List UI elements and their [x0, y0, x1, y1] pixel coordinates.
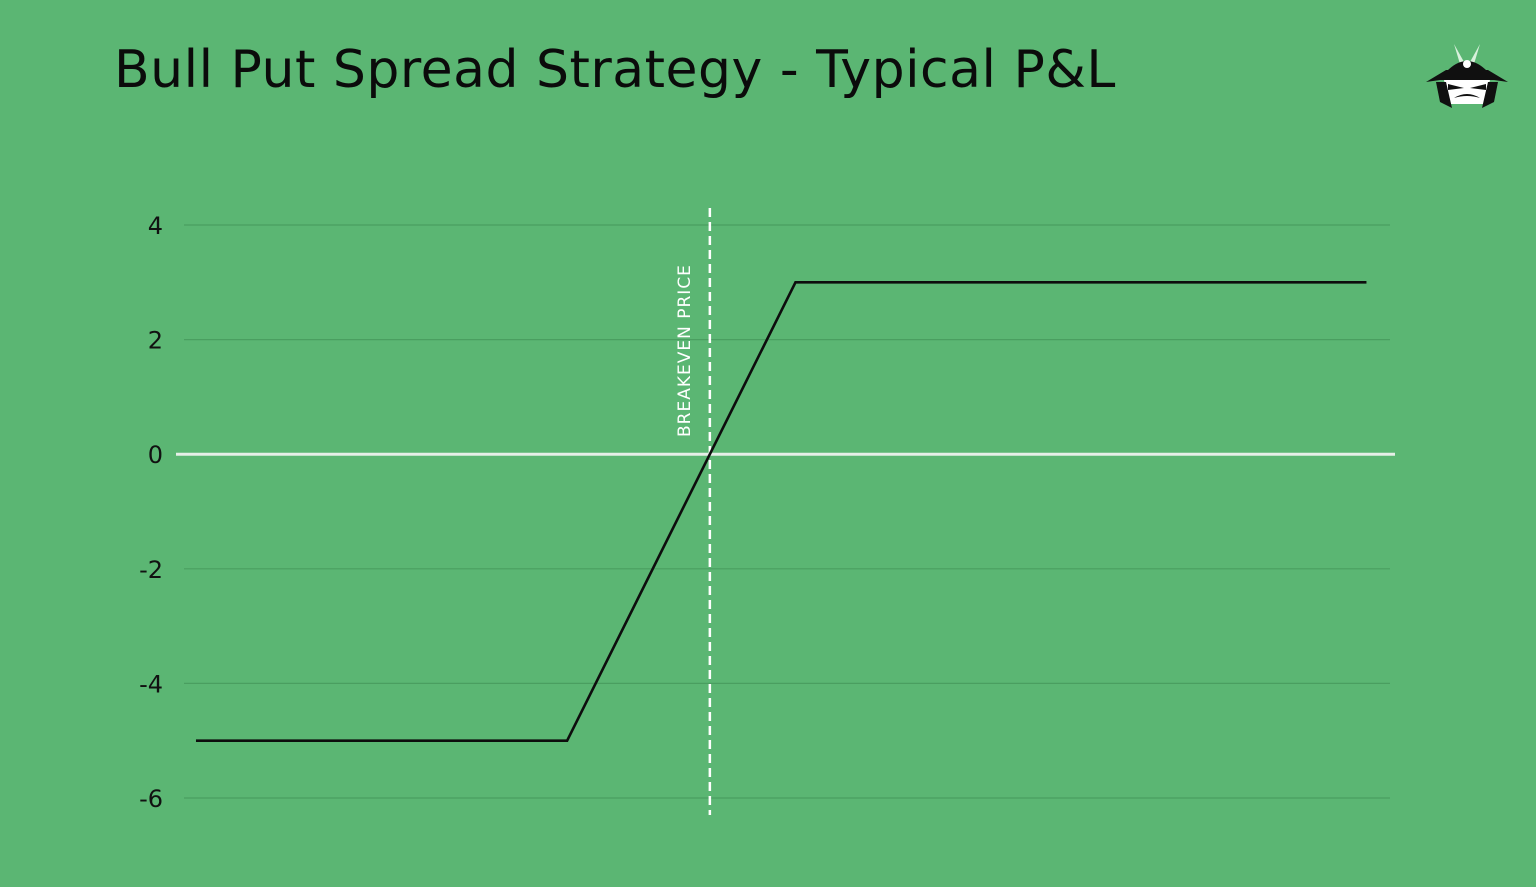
y-tick-labels: 4 2 0 -2 -4 -6	[139, 212, 163, 813]
samurai-logo-icon	[1426, 44, 1508, 108]
chart-title: Bull Put Spread Strategy - Typical P&L	[114, 40, 1116, 100]
y-tick-label: 0	[148, 441, 163, 469]
pnl-series-line	[195, 280, 1367, 743]
gridlines	[184, 224, 1390, 799]
breakeven-label: BREAKEVEN PRICE	[675, 264, 695, 437]
y-tick-label: -6	[139, 785, 163, 813]
y-tick-label: -2	[139, 556, 163, 584]
y-tick-label: 2	[148, 327, 163, 355]
y-tick-label: 4	[148, 212, 163, 240]
y-tick-label: -4	[139, 670, 163, 698]
